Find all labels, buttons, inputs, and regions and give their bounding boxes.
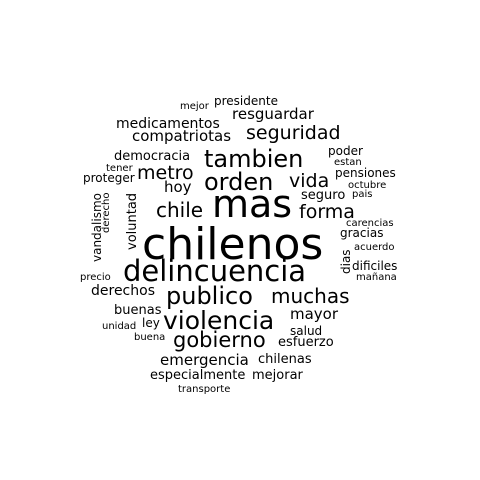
word-estan: estan [334, 157, 362, 168]
word-publico: publico [166, 282, 253, 310]
word-forma: forma [299, 201, 355, 223]
word-carencias: carencias [346, 218, 394, 229]
word-especialmente: especialmente [150, 368, 246, 383]
word-tener: tener [106, 163, 133, 174]
word-unidad: unidad [102, 321, 137, 332]
word-resguardar: resguardar [232, 105, 314, 123]
word-dificiles: dificiles [352, 259, 398, 273]
word-seguro: seguro [301, 188, 346, 203]
word-pais: pais [352, 189, 373, 200]
word-salud: salud [290, 324, 323, 338]
word-vida: vida [289, 170, 330, 192]
word-chilenos: chilenos [142, 219, 324, 270]
word-mas: mas [212, 182, 293, 226]
word-muchas: muchas [271, 284, 350, 308]
word-octubre: octubre [348, 180, 387, 191]
word-mejorar: mejorar [252, 368, 303, 383]
word-presidente: presidente [214, 94, 278, 108]
word-esfuerzo: esfuerzo [278, 335, 334, 350]
word-chilenas: chilenas [258, 352, 312, 367]
word-pensiones: pensiones [335, 166, 396, 180]
word-delincuencia: delincuencia [123, 254, 307, 288]
word-orden: orden [204, 168, 274, 196]
word-acuerdo: acuerdo [354, 242, 395, 253]
word-gracias: gracias [340, 226, 384, 240]
word-seguridad: seguridad [246, 122, 341, 144]
word-poder: poder [328, 144, 363, 158]
word-hoy: hoy [164, 178, 192, 196]
word-ley: ley [142, 316, 160, 330]
word-voluntad: voluntad [125, 192, 140, 250]
word-chile: chile [156, 198, 204, 222]
word-democracia: democracia [114, 149, 191, 164]
word-buenas: buenas [114, 303, 162, 318]
word-derecho: derecho [101, 192, 112, 234]
word-gobierno: gobierno [173, 328, 266, 352]
word-medicamentos: medicamentos [116, 116, 220, 132]
word-compatriotas: compatriotas [132, 127, 232, 145]
word-precio: precio [80, 272, 111, 283]
word-transporte: transporte [178, 384, 231, 395]
word-dias: dias [339, 249, 353, 274]
word-violencia: violencia [163, 306, 275, 335]
word-mejor: mejor [180, 101, 209, 112]
word-tambien: tambien [204, 145, 304, 173]
word-buena: buena [134, 332, 166, 343]
word-emergencia: emergencia [160, 351, 249, 369]
word-manana: mañana [356, 272, 397, 283]
word-derechos: derechos [91, 283, 155, 299]
word-proteger: proteger [83, 171, 135, 185]
word-metro: metro [137, 162, 194, 184]
word-mayor: mayor [290, 305, 339, 323]
